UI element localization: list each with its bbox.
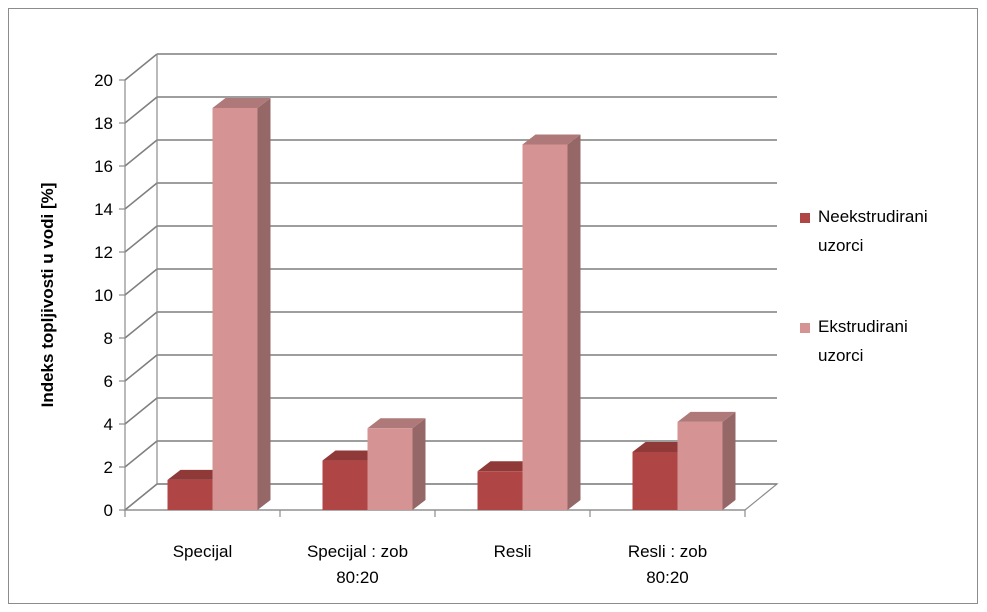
legend-entry: Neekstrudirani uzorci — [800, 207, 928, 255]
y-tick-label: 0 — [104, 501, 113, 520]
bar-top — [322, 450, 381, 461]
bar-front — [167, 479, 213, 510]
gridline-side — [124, 311, 158, 339]
y-tick-label: 10 — [94, 286, 113, 305]
legend-swatch — [800, 323, 810, 333]
gridline-side — [124, 483, 158, 511]
legend-swatch — [800, 213, 810, 223]
y-tick-label: 6 — [104, 372, 113, 391]
bar-top — [212, 97, 271, 108]
y-tick-label: 8 — [104, 329, 113, 348]
bar-side — [412, 418, 426, 510]
y-tick-label: 14 — [94, 200, 113, 219]
gridline-side — [124, 96, 158, 124]
bar-top — [677, 411, 736, 422]
legend-label: Neekstrudirani uzorci — [818, 207, 928, 255]
bar-front — [632, 451, 678, 510]
y-tick-label: 4 — [104, 415, 113, 434]
bar-top — [477, 461, 536, 472]
legend: Neekstrudirani uzorci Ekstrudirani uzorci — [800, 207, 928, 365]
bar — [522, 134, 581, 510]
bar-top — [632, 441, 691, 452]
gridline-side — [124, 139, 158, 167]
bar — [212, 97, 271, 510]
bars — [167, 97, 736, 510]
gridline-side — [124, 268, 158, 296]
bar-front — [677, 421, 723, 510]
x-tick-labels: Specijal Specijal : zob 80:20 Resli Resli : … — [173, 542, 707, 587]
bar — [367, 418, 426, 510]
y-tick-label: 16 — [94, 157, 113, 176]
gridline-side — [124, 225, 158, 253]
gridline-side — [124, 354, 158, 382]
bar-front — [522, 144, 568, 510]
x-tick-label: Resli : zob 80:20 — [628, 542, 707, 587]
x-tick-label: Specijal — [173, 542, 233, 561]
gridline-side — [124, 440, 158, 468]
y-tick-labels: 0 2 4 6 8 10 12 14 16 18 20 — [94, 71, 113, 520]
bar-front — [367, 428, 413, 510]
bar-side — [722, 411, 736, 510]
bar-top — [367, 418, 426, 429]
y-axis-label: Indeks topljivosti u vodi [%] — [38, 183, 57, 408]
y-tick-label: 12 — [94, 243, 113, 262]
bar — [677, 411, 736, 510]
bar-front — [212, 107, 258, 510]
bar-top — [167, 469, 226, 480]
legend-entry: Ekstrudirani uzorci — [800, 317, 908, 365]
bar-top — [522, 134, 581, 145]
x-tick-label: Resli — [494, 542, 532, 561]
x-tick-label: Specijal : zob 80:20 — [307, 542, 408, 587]
gridline-side — [124, 182, 158, 210]
bar-front — [477, 471, 523, 510]
bar-side — [257, 97, 271, 510]
bar-side — [567, 134, 581, 510]
gridline-side — [124, 397, 158, 425]
y-tick-label: 20 — [94, 71, 113, 90]
bar-front — [322, 460, 368, 510]
y-tick-label: 2 — [104, 458, 113, 477]
legend-label: Ekstrudirani uzorci — [818, 317, 908, 365]
y-tick-label: 18 — [94, 114, 113, 133]
gridline-side — [124, 53, 158, 81]
